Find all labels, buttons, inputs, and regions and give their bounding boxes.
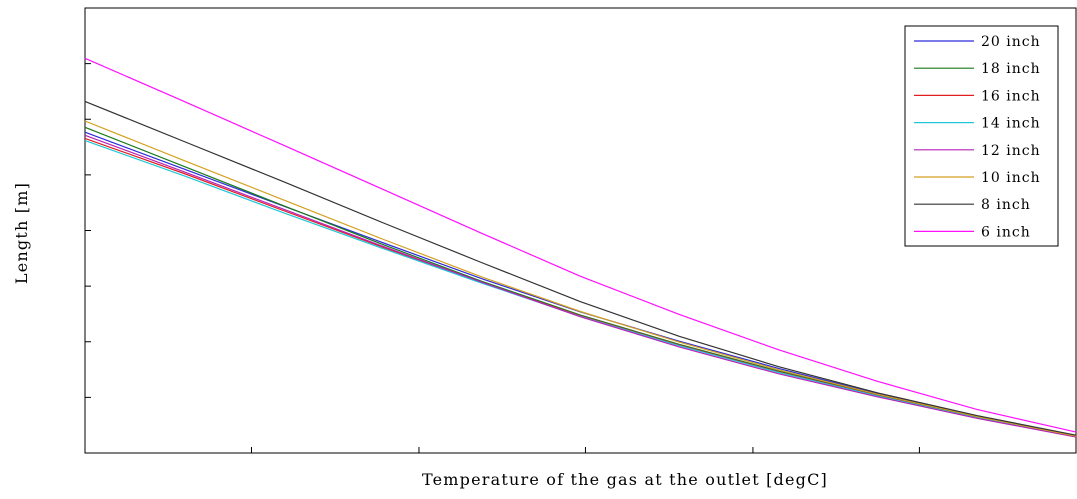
legend-label-18-inch: 18 inch	[981, 61, 1041, 77]
legend-label-6-inch: 6 inch	[981, 224, 1031, 240]
series-line-10-inch	[84, 120, 1077, 437]
legend-box	[904, 25, 1059, 247]
legend-label-12-inch: 12 inch	[981, 143, 1041, 159]
x-axis-label: Temperature of the gas at the outlet [de…	[422, 470, 828, 489]
axis-ticks	[85, 63, 920, 453]
legend-label-20-inch: 20 inch	[981, 34, 1041, 50]
legend-label-8-inch: 8 inch	[981, 197, 1031, 213]
y-axis-label: Length [m]	[12, 182, 31, 284]
legend-label-14-inch: 14 inch	[981, 116, 1041, 132]
series-line-12-inch	[84, 134, 1077, 438]
series-lines	[84, 57, 1077, 438]
legend-label-16-inch: 16 inch	[981, 88, 1041, 104]
legend: 20 inch 18 inch 16 inch 14 inch 12 inch 10 in…	[904, 25, 1059, 247]
series-line-8-inch	[84, 100, 1077, 436]
series-line-6-inch	[84, 57, 1077, 433]
legend-label-10-inch: 10 inch	[981, 170, 1041, 186]
